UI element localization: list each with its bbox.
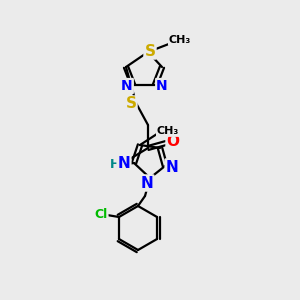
Text: CH₃: CH₃ <box>169 35 191 45</box>
Text: O: O <box>167 134 179 149</box>
Text: S: S <box>145 44 155 59</box>
Text: Cl: Cl <box>94 208 108 220</box>
Text: N: N <box>141 176 153 190</box>
Text: N: N <box>156 79 168 93</box>
Text: N: N <box>121 79 133 93</box>
Text: H: H <box>110 158 120 170</box>
Text: S: S <box>125 97 136 112</box>
Text: N: N <box>166 160 178 175</box>
Text: N: N <box>118 157 130 172</box>
Text: CH₃: CH₃ <box>157 126 179 136</box>
